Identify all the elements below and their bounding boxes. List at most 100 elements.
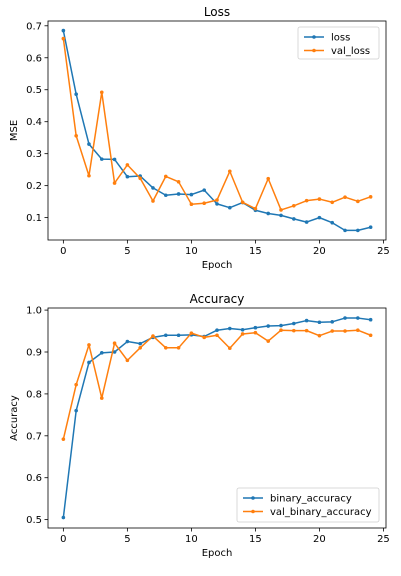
data-point [240,332,245,336]
data-point [215,333,219,338]
data-point [228,326,232,331]
data-point [61,515,66,520]
data-point [138,176,142,181]
data-point [368,333,373,338]
data-point [202,201,206,206]
y-axis-label: Accuracy [9,395,20,441]
data-point [99,157,104,161]
data-point [317,197,322,201]
data-point [228,169,232,174]
data-point [163,193,168,198]
data-point [176,180,181,184]
data-point [74,408,78,413]
data-point [125,339,130,344]
data-point [61,437,66,441]
data-point [343,195,347,199]
y-tick-label: 0.4 [26,117,42,128]
data-point [176,192,181,196]
series-val_binary_accuracy [61,328,373,441]
data-point [266,176,271,181]
x-tick-label: 15 [249,246,262,257]
data-point [304,198,309,203]
plot-frame [47,20,387,241]
data-point [292,217,296,221]
legend-label: binary_accuracy [270,494,352,505]
data-point [279,213,283,218]
x-tick-label: 25 [377,246,390,257]
chart-1: Accuracy 0 5 10 15 20 25 0.5 0.6 0.7 0.8 0.9 1.0 Epoc… [9,292,390,559]
y-tick-label: 1.0 [26,306,42,317]
data-point [356,228,360,233]
legend-marker [251,509,255,514]
legend: binary_accuracy val_binary_accuracy [236,487,380,523]
data-point [330,329,335,333]
data-point [125,174,130,179]
data-point [253,206,258,211]
data-point [163,346,168,350]
data-point [368,225,373,230]
y-tick-label: 0.2 [26,181,42,192]
x-tick-label: 20 [313,246,326,257]
y-tick-label: 0.6 [26,53,42,64]
data-point [253,330,258,335]
data-point [292,328,296,333]
data-point [163,174,168,179]
data-point [317,320,322,325]
data-point [215,328,219,333]
legend-marker [251,496,255,500]
data-point [330,200,335,205]
data-point [125,358,130,363]
series-val_loss [61,36,373,212]
data-point [304,318,309,323]
data-point [368,317,373,322]
data-point [112,157,117,162]
y-tick-label: 0.5 [26,515,42,526]
data-point [356,316,360,320]
x-tick-label: 25 [377,534,390,545]
data-point [189,202,194,206]
data-point [202,188,206,192]
data-point [151,199,155,203]
data-point [266,339,271,343]
y-tick-label: 0.1 [26,213,42,224]
y-tick-label: 0.3 [26,149,42,160]
data-point [304,328,309,333]
x-tick-label: 20 [313,534,326,545]
data-point [292,321,296,326]
data-point [99,90,104,95]
data-point [125,163,130,167]
x-tick-label: 5 [124,534,130,545]
data-point [228,346,232,351]
data-point [228,205,232,210]
data-point [112,181,117,185]
data-point [343,228,347,233]
data-point [189,331,194,335]
data-point [356,199,360,204]
x-tick-label: 5 [124,246,130,257]
data-point [176,346,181,350]
y-tick-label: 0.9 [26,348,42,359]
data-point [151,334,155,338]
y-axis-label: MSE [9,120,20,141]
data-point [215,202,219,206]
x-tick-label: 10 [185,534,198,545]
data-point [279,323,283,328]
data-point [253,325,258,330]
legend-box [236,487,380,523]
data-point [304,220,309,224]
series-binary_accuracy [61,316,373,520]
y-tick-label: 0.8 [26,389,42,400]
legend-marker [312,48,316,53]
data-point [368,195,373,199]
data-point [163,333,168,338]
data-point [240,327,245,332]
data-point [266,324,271,328]
data-point [112,341,117,346]
data-point [330,220,335,225]
data-point [330,320,335,324]
data-point [240,200,245,205]
y-tick-label: 0.5 [26,85,42,96]
data-point [61,28,66,33]
x-tick-label: 0 [60,246,66,257]
